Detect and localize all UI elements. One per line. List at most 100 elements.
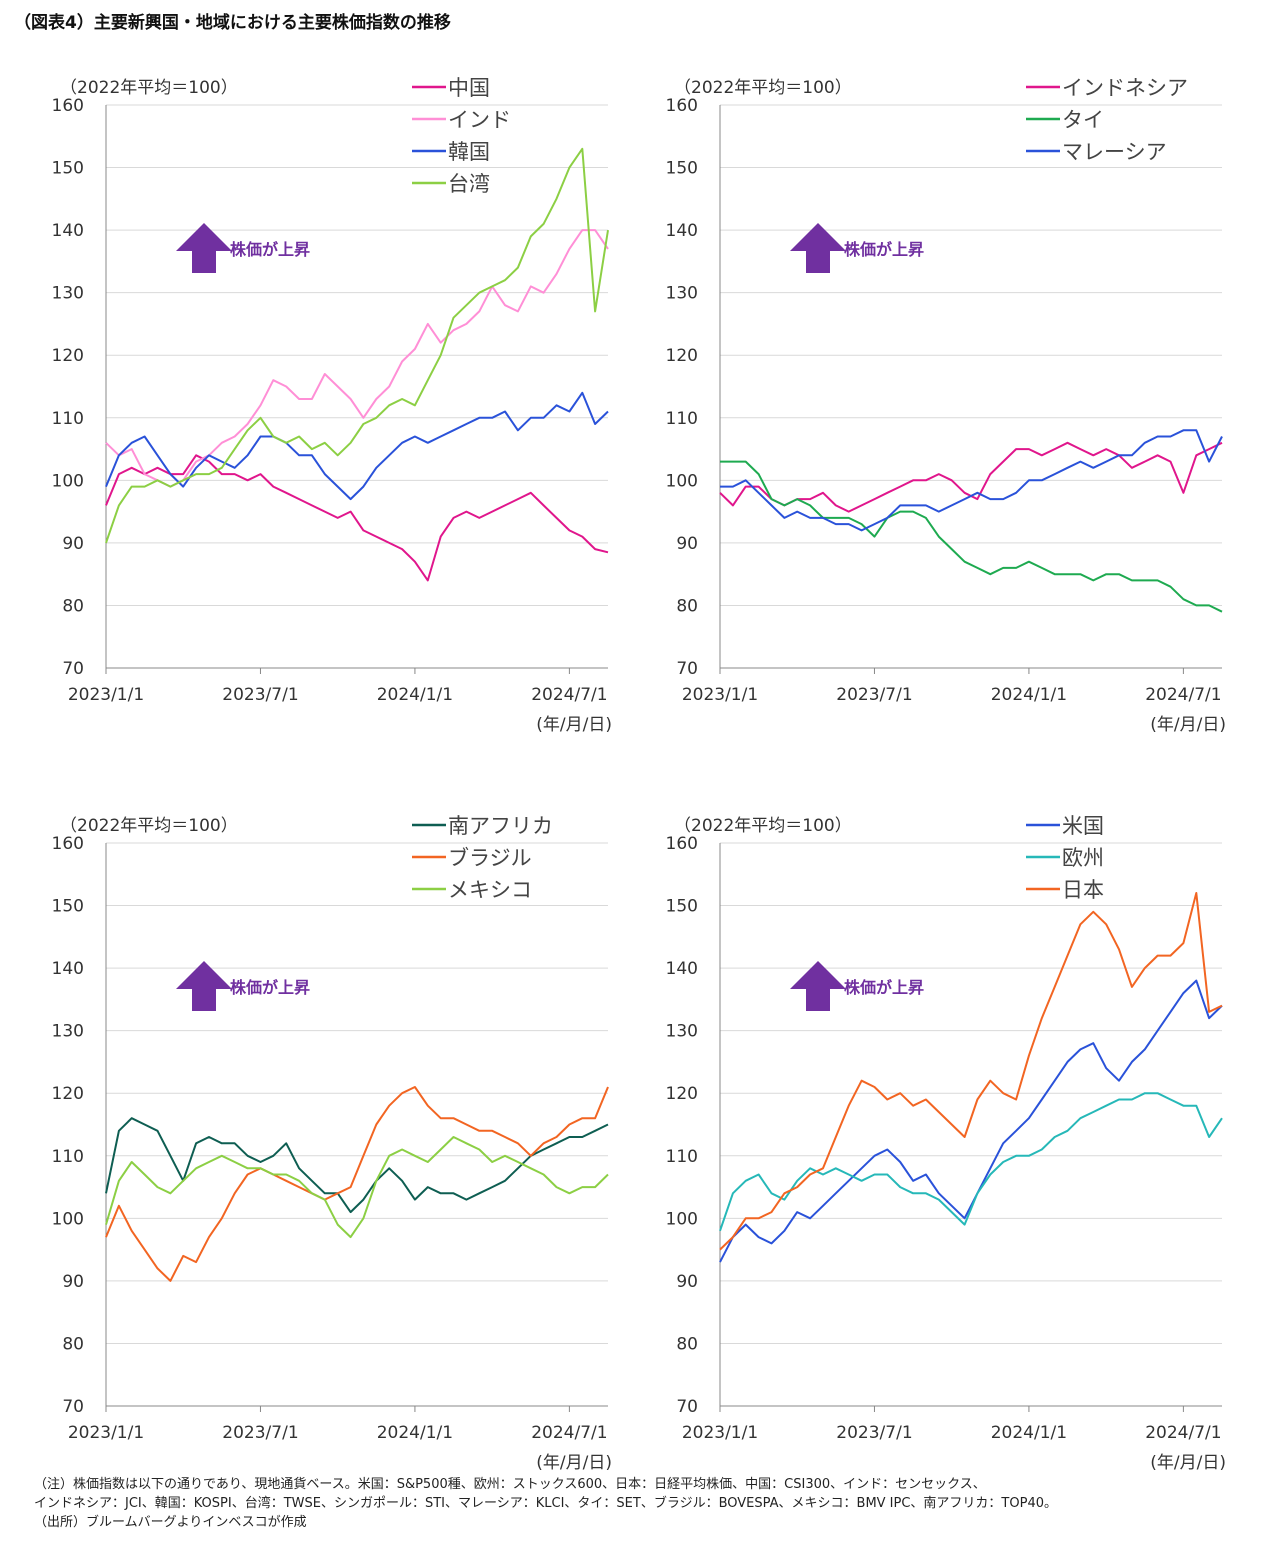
chart-southafrica-brazil-mexico: 70 80 90 100 110 120 130 140 150 160 2023/1/1 2023/… bbox=[0, 798, 640, 1558]
y-tick-label: 110 bbox=[52, 1147, 84, 1167]
y-tick-label: 100 bbox=[52, 471, 84, 491]
chart-svg: 70 80 90 100 110 120 130 140 150 160 2023/1/1 2023/… bbox=[666, 76, 1226, 735]
x-axis-label: (年/月/日) bbox=[1150, 715, 1226, 735]
legend-label: 欧州 bbox=[1062, 846, 1104, 870]
y-tick-label: 140 bbox=[666, 221, 698, 241]
series-line-米国 bbox=[719, 979, 1223, 1263]
unit-label: （2022年平均＝100） bbox=[674, 78, 852, 98]
y-tick-label: 70 bbox=[62, 659, 84, 679]
y-tick-label: 150 bbox=[52, 159, 84, 179]
annotation-text: 株価が上昇 bbox=[230, 978, 310, 997]
y-tick-label: 160 bbox=[666, 834, 698, 854]
legend-label: 南アフリカ bbox=[448, 814, 553, 838]
x-tick-label: 2024/7/1 bbox=[1145, 1423, 1221, 1443]
legend-label: メキシコ bbox=[448, 878, 532, 902]
legend-label: 中国 bbox=[448, 76, 490, 100]
x-tick-label: 2023/1/1 bbox=[68, 1423, 144, 1443]
legend-label: インド bbox=[448, 108, 511, 132]
y-tick-label: 140 bbox=[52, 959, 84, 979]
x-tick-label: 2023/7/1 bbox=[222, 685, 298, 705]
chart-us-europe-japan: 70 80 90 100 110 120 130 140 150 160 2023/1/1 2023/… bbox=[614, 798, 1254, 1558]
note-line-1: （注）株価指数は以下の通りであり、現地通貨ベース。米国：S&P500種、欧州：ス… bbox=[34, 1477, 986, 1492]
y-tick-label: 110 bbox=[666, 1147, 698, 1167]
y-tick-label: 80 bbox=[62, 1334, 84, 1354]
y-tick-label: 110 bbox=[52, 409, 84, 429]
x-tick-label: 2024/1/1 bbox=[377, 685, 453, 705]
series-line-タイ bbox=[720, 460, 1223, 613]
y-tick-label: 70 bbox=[676, 1397, 698, 1417]
y-tick-label: 120 bbox=[666, 1084, 698, 1104]
x-axis-label: (年/月/日) bbox=[536, 715, 612, 735]
y-tick-label: 100 bbox=[666, 471, 698, 491]
legend-label: 台湾 bbox=[448, 172, 490, 196]
legend-label: タイ bbox=[1062, 108, 1104, 132]
x-tick-label: 2024/1/1 bbox=[991, 685, 1067, 705]
y-tick-label: 70 bbox=[62, 1397, 84, 1417]
y-tick-label: 140 bbox=[52, 221, 84, 241]
x-tick-label: 2023/1/1 bbox=[682, 1423, 758, 1443]
note-line-2: インドネシア：JCI、韓国：KOSPI、台湾：TWSE、シンガポール：STI、マ… bbox=[34, 1496, 1057, 1511]
series-line-メキシコ bbox=[105, 1136, 609, 1239]
x-tick-label: 2024/7/1 bbox=[531, 1423, 607, 1443]
y-tick-label: 80 bbox=[676, 596, 698, 616]
y-tick-label: 150 bbox=[666, 159, 698, 179]
annotation-text: 株価が上昇 bbox=[844, 240, 924, 259]
y-tick-label: 80 bbox=[62, 596, 84, 616]
legend-label: 米国 bbox=[1062, 814, 1104, 838]
series-line-欧州 bbox=[719, 1092, 1223, 1232]
series-line-日本 bbox=[719, 892, 1223, 1251]
series-line-マレーシア bbox=[720, 429, 1223, 532]
footnotes: （注）株価指数は以下の通りであり、現地通貨ベース。米国：S&P500種、欧州：ス… bbox=[34, 1475, 1264, 1532]
up-arrow-icon bbox=[176, 961, 232, 1011]
y-tick-label: 160 bbox=[52, 834, 84, 854]
annotation-text: 株価が上昇 bbox=[230, 240, 310, 259]
legend-label: 日本 bbox=[1062, 878, 1104, 902]
unit-label: （2022年平均＝100） bbox=[60, 816, 238, 836]
series-line-台湾 bbox=[105, 147, 609, 544]
y-tick-label: 90 bbox=[62, 1272, 84, 1292]
x-tick-label: 2024/7/1 bbox=[531, 685, 607, 705]
x-tick-label: 2024/1/1 bbox=[377, 1423, 453, 1443]
chart-svg: 70 80 90 100 110 120 130 140 150 160 2023/1/1 2023/… bbox=[52, 814, 612, 1473]
legend-label: 韓国 bbox=[448, 140, 490, 164]
chart-svg: 70 80 90 100 110 120 130 140 150 160 2023/1/1 2023/… bbox=[666, 814, 1226, 1473]
legend-label: インドネシア bbox=[1062, 76, 1188, 100]
x-tick-label: 2024/7/1 bbox=[1145, 685, 1221, 705]
y-tick-label: 90 bbox=[676, 534, 698, 554]
series-line-インド bbox=[105, 229, 609, 488]
y-tick-label: 130 bbox=[52, 1022, 84, 1042]
x-axis-label: (年/月/日) bbox=[1150, 1453, 1226, 1473]
y-tick-label: 160 bbox=[666, 96, 698, 116]
y-tick-label: 140 bbox=[666, 959, 698, 979]
x-tick-label: 2024/1/1 bbox=[991, 1423, 1067, 1443]
y-tick-label: 130 bbox=[666, 1022, 698, 1042]
y-tick-label: 120 bbox=[52, 1084, 84, 1104]
y-tick-label: 90 bbox=[676, 1272, 698, 1292]
x-axis-label: (年/月/日) bbox=[536, 1453, 612, 1473]
up-arrow-icon bbox=[790, 961, 846, 1011]
unit-label: （2022年平均＝100） bbox=[674, 816, 852, 836]
x-tick-label: 2023/1/1 bbox=[68, 685, 144, 705]
annotation-text: 株価が上昇 bbox=[844, 978, 924, 997]
y-tick-label: 130 bbox=[52, 284, 84, 304]
series-line-中国 bbox=[105, 454, 609, 582]
x-tick-label: 2023/7/1 bbox=[836, 1423, 912, 1443]
y-tick-label: 100 bbox=[666, 1209, 698, 1229]
y-tick-label: 90 bbox=[62, 534, 84, 554]
y-tick-label: 110 bbox=[666, 409, 698, 429]
chart-indonesia-thailand-malaysia: 70 80 90 100 110 120 130 140 150 160 2023/1/1 2023/… bbox=[614, 60, 1254, 820]
page-title: （図表4）主要新興国・地域における主要株価指数の推移 bbox=[14, 13, 451, 33]
y-tick-label: 120 bbox=[666, 346, 698, 366]
x-tick-label: 2023/1/1 bbox=[682, 685, 758, 705]
series-line-南アフリカ bbox=[105, 1117, 609, 1214]
up-arrow-icon bbox=[176, 223, 232, 273]
x-tick-label: 2023/7/1 bbox=[836, 685, 912, 705]
y-tick-label: 70 bbox=[676, 659, 698, 679]
y-tick-label: 150 bbox=[52, 897, 84, 917]
y-tick-label: 100 bbox=[52, 1209, 84, 1229]
series-line-ブラジル bbox=[105, 1086, 609, 1282]
chart-china-india-korea-taiwan: 70 80 90 100 110 120 130 140 150 160 2023/1/1 2023/… bbox=[0, 60, 640, 820]
series-line-インドネシア bbox=[719, 441, 1223, 513]
y-tick-label: 160 bbox=[52, 96, 84, 116]
chart-svg: 70 80 90 100 110 120 130 140 150 160 2023/1/1 2023/… bbox=[52, 76, 612, 735]
